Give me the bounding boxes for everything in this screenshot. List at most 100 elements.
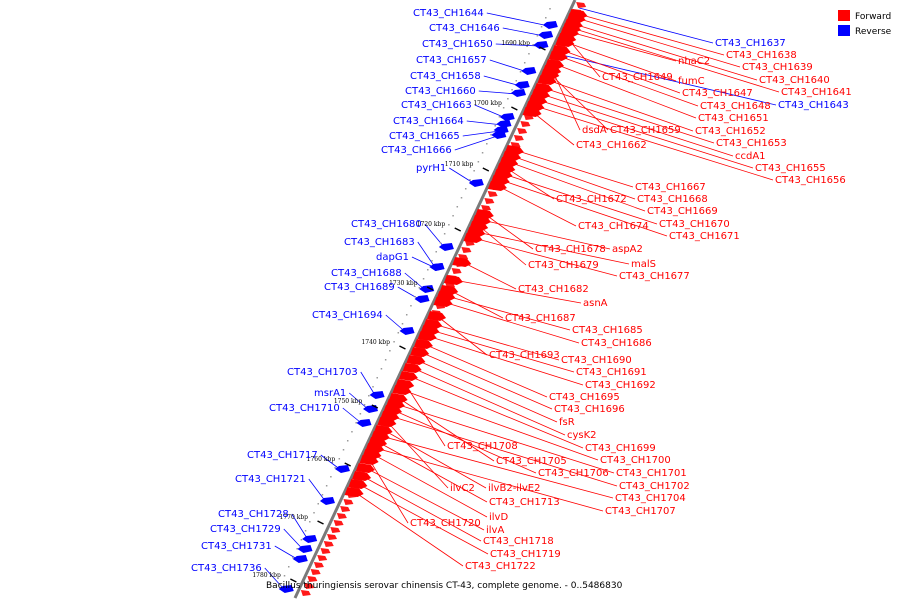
axis-dot: [393, 341, 395, 343]
forward-gene-block: [461, 247, 472, 253]
reverse-gene-label: CT43_CH1688: [331, 268, 402, 279]
axis-dot: [351, 431, 353, 433]
forward-gene-label: CT43_CH1704: [615, 493, 686, 504]
axis-dot: [309, 521, 311, 523]
forward-gene-block: [313, 562, 324, 568]
forward-gene-leader: [573, 23, 758, 81]
kbp-tick-label: 1750 kbp: [334, 398, 363, 405]
axis-dot: [359, 413, 362, 415]
forward-gene-leader: [511, 155, 636, 200]
genome-axis: [293, 0, 577, 599]
forward-gene-label: CT43_CH1713: [489, 497, 560, 508]
axis-dot: [540, 26, 543, 28]
reverse-gene-arrow: [302, 535, 318, 543]
forward-gene-leader: [558, 55, 699, 107]
kbp-tick-mark: [482, 167, 490, 172]
forward-gene-block: [484, 198, 495, 204]
reverse-gene-arrow: [356, 419, 372, 427]
forward-gene-label: CT43_CH1695: [549, 392, 620, 403]
forward-gene-label: CT43_CH1655: [755, 163, 826, 174]
forward-gene-block: [559, 37, 570, 43]
forward-gene-leader: [392, 409, 537, 474]
forward-gene-block: [343, 499, 354, 505]
reverse-gene-leader: [579, 7, 714, 44]
forward-gene-label: CT43_CH1652: [695, 126, 766, 137]
kbp-tick-mark: [344, 462, 351, 467]
forward-gene-label: CT43_CH1719: [490, 549, 561, 560]
forward-gene-block: [563, 30, 574, 36]
axis-dot: [346, 440, 349, 442]
forward-gene-block: [533, 93, 544, 99]
forward-gene-block: [310, 569, 321, 575]
forward-gene-block: [405, 366, 416, 372]
legend-reverse-swatch: [838, 25, 850, 36]
forward-gene-leader: [509, 161, 646, 212]
forward-gene-label: CT43_CH1670: [659, 219, 730, 230]
axis-dot: [321, 494, 324, 496]
forward-gene-block: [353, 478, 364, 484]
forward-gene-block: [481, 205, 492, 211]
axis-dot: [515, 80, 518, 82]
reverse-gene-label: CT43_CH1646: [429, 23, 500, 34]
forward-gene-block: [346, 492, 357, 498]
forward-gene-label: CT43_CH1706: [538, 468, 609, 479]
forward-gene-label: CT43_CH1699: [585, 443, 656, 454]
legend-forward-label: Forward: [855, 12, 891, 22]
reverse-gene-label: CT43_CH1710: [269, 403, 340, 414]
reverse-gene-leader: [454, 135, 498, 151]
reverse-gene-arrow: [499, 113, 515, 121]
axis-dot: [435, 251, 437, 253]
reverse-gene-arrow: [278, 585, 294, 593]
forward-gene-label: malS: [631, 259, 656, 270]
axis-dot: [317, 503, 319, 505]
gene-labels: CT43_CH1644 CT43_CH1646 CT43_CH1650 CT43_CH…: [191, 8, 852, 574]
forward-gene-leader: [532, 111, 575, 146]
axis-dot: [490, 134, 492, 136]
forward-gene-block: [487, 191, 498, 197]
axis-dot: [325, 485, 328, 487]
forward-gene-leader: [538, 99, 754, 169]
forward-gene-label: fumC: [678, 76, 705, 87]
forward-gene-block: [572, 9, 583, 15]
reverse-gene-leader: [308, 478, 327, 503]
forward-gene-label: CT43_CH1690: [561, 355, 632, 366]
reverse-gene-arrow: [419, 285, 435, 293]
forward-gene-leader: [500, 179, 668, 237]
axis-dot: [498, 116, 501, 118]
forward-gene-leader: [354, 491, 464, 567]
reverse-gene-arrow: [297, 545, 313, 553]
reverse-gene-label: CT43_CH1721: [235, 474, 306, 485]
forward-gene-label: CT43_CH1648: [700, 101, 771, 112]
axis-dot: [452, 215, 454, 217]
kbp-tick-label: 1740 kbp: [361, 339, 390, 346]
forward-gene-label: CT43_CH1641: [781, 87, 852, 98]
forward-gene-leader: [375, 447, 604, 512]
axis-dot: [296, 548, 298, 550]
axis-dot: [486, 143, 488, 145]
forward-gene-block: [576, 2, 587, 8]
axis-dot: [460, 197, 463, 199]
reverse-gene-label: CT43_CH1728: [218, 509, 289, 520]
reverse-gene-arrow: [319, 497, 335, 505]
forward-gene-label: CT43_CH1662: [576, 140, 647, 151]
reverse-gene-label: CT43_CH1666: [381, 145, 452, 156]
forward-gene-leader: [554, 63, 697, 119]
axis-dot: [477, 161, 480, 163]
reverse-gene-arrow: [538, 31, 554, 39]
axis-dot: [481, 152, 484, 154]
forward-gene-block: [441, 289, 452, 295]
forward-gene-block: [445, 282, 456, 288]
forward-gene-block: [392, 394, 403, 400]
forward-gene-label: CT43_CH1718: [483, 536, 554, 547]
forward-gene-block: [349, 485, 360, 491]
axis-dot: [549, 8, 551, 10]
forward-gene-leader: [387, 421, 449, 489]
forward-gene-block: [504, 156, 515, 162]
forward-gene-label: CT43_CH1708: [447, 441, 518, 452]
tick-dots: [279, 8, 551, 586]
axis-dot: [401, 323, 404, 325]
axis-dot: [389, 350, 391, 352]
axis-dot: [439, 242, 442, 244]
forward-gene-leader: [497, 185, 577, 227]
forward-gene-label: CT43_CH1722: [465, 561, 536, 572]
